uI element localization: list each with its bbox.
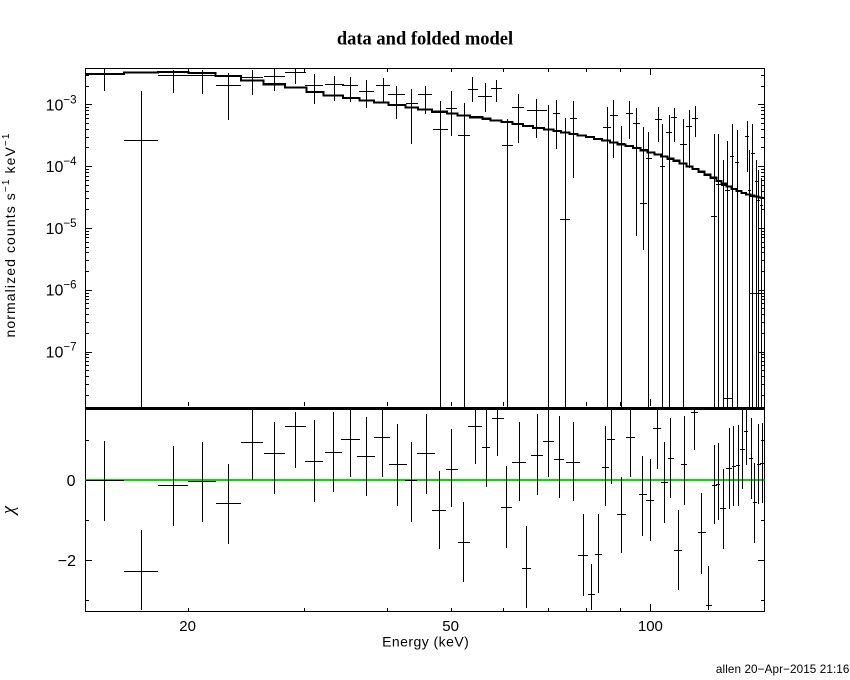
svg-text:−2: −2 bbox=[58, 553, 76, 570]
svg-text:10−5: 10−5 bbox=[46, 218, 77, 238]
svg-text:100: 100 bbox=[638, 618, 663, 635]
svg-text:Energy (keV): Energy (keV) bbox=[382, 634, 469, 650]
svg-text:20: 20 bbox=[179, 618, 196, 635]
svg-text:normalized counts s−1 keV−1: normalized counts s−1 keV−1 bbox=[1, 132, 18, 337]
svg-text:10−3: 10−3 bbox=[46, 94, 77, 114]
svg-text:data and folded model: data and folded model bbox=[337, 30, 513, 50]
svg-text:10−4: 10−4 bbox=[46, 156, 78, 176]
svg-text:χ: χ bbox=[0, 505, 19, 516]
svg-text:10−7: 10−7 bbox=[46, 342, 77, 362]
svg-text:allen 20−Apr−2015 21:16: allen 20−Apr−2015 21:16 bbox=[716, 663, 850, 676]
svg-text:0: 0 bbox=[67, 473, 76, 490]
svg-text:50: 50 bbox=[442, 618, 459, 635]
svg-text:10−6: 10−6 bbox=[46, 280, 77, 300]
